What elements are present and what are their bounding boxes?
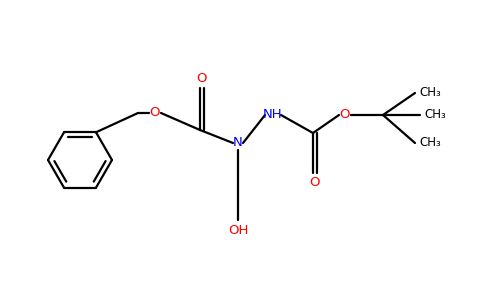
Text: N: N [233,136,243,149]
Text: CH₃: CH₃ [419,86,441,100]
Text: O: O [340,109,350,122]
Text: CH₃: CH₃ [424,109,446,122]
Text: O: O [196,73,207,85]
Text: CH₃: CH₃ [419,136,441,149]
Text: O: O [150,106,160,119]
Text: OH: OH [228,224,248,238]
Text: O: O [309,176,320,188]
Text: NH: NH [263,109,283,122]
